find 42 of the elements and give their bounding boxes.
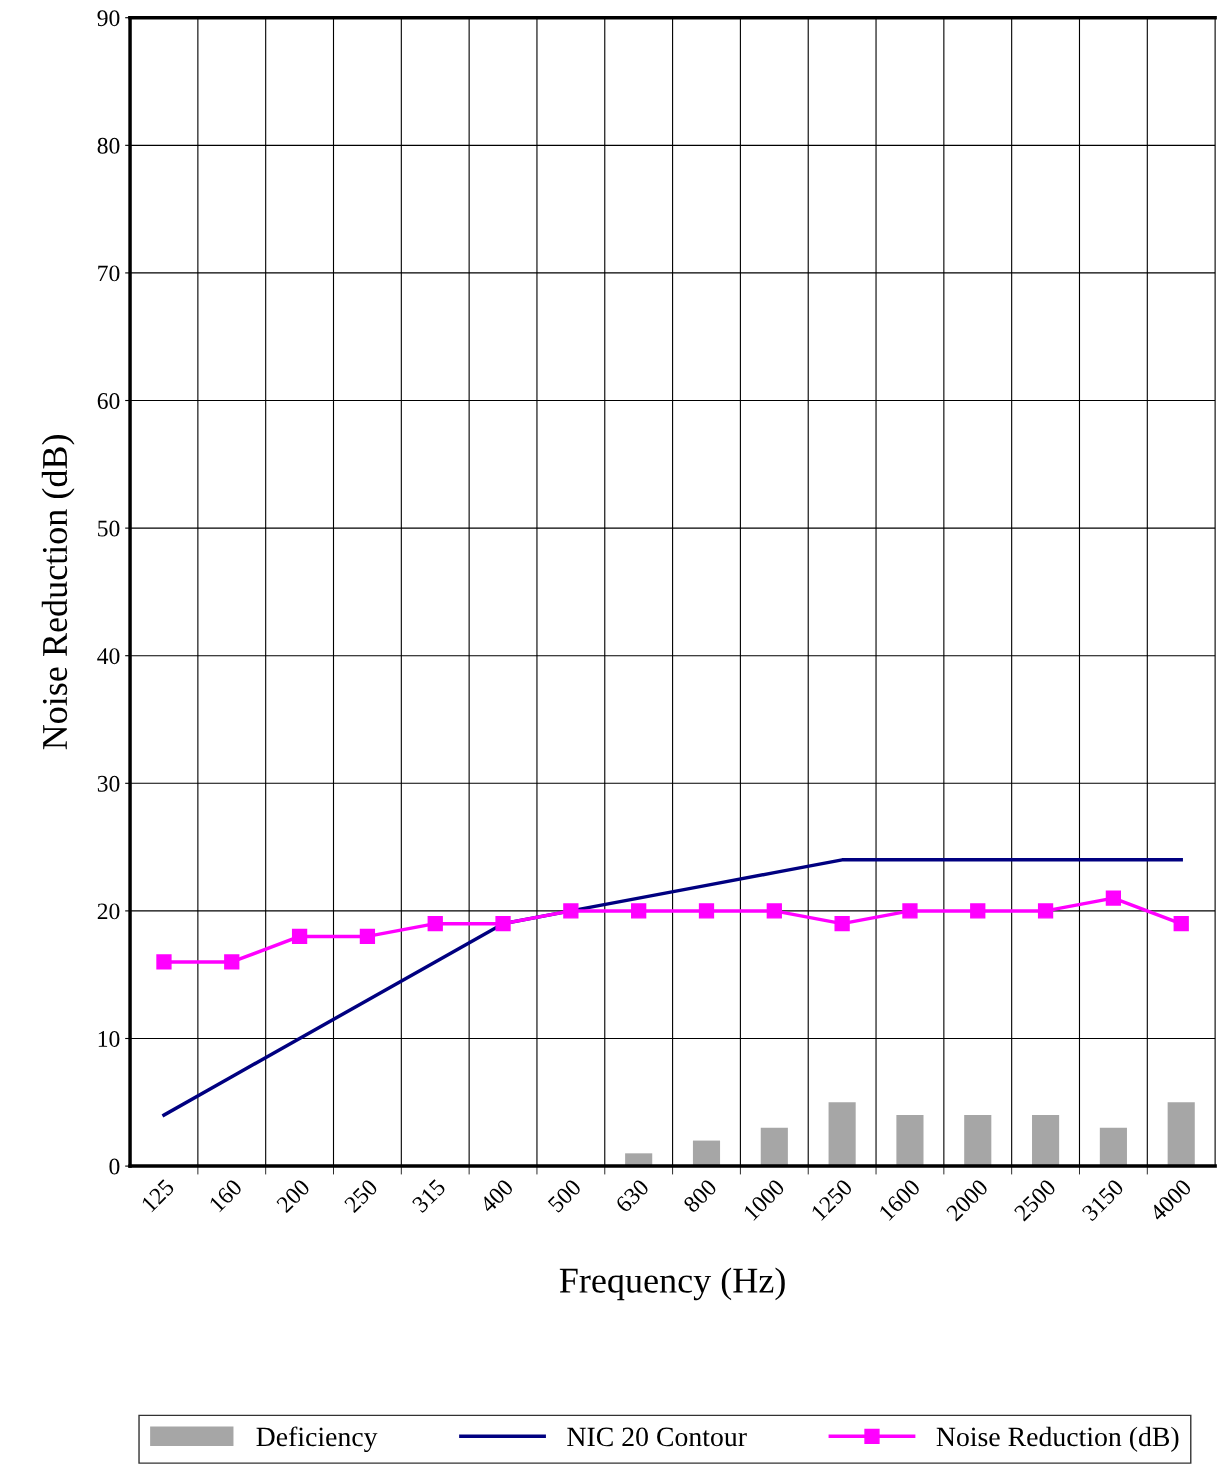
legend-label: NIC 20 Contour	[567, 1427, 747, 1447]
point	[224, 954, 240, 970]
point	[902, 903, 918, 919]
y-tick-label: 70	[98, 265, 120, 282]
point	[698, 903, 715, 919]
point	[1173, 916, 1189, 932]
x-tick-label: 400	[478, 1178, 515, 1214]
y-tick-label: 0	[109, 1158, 120, 1175]
x-tick-label: 125	[140, 1178, 176, 1213]
point	[766, 903, 782, 919]
point	[291, 928, 308, 945]
x-tick-label: 800	[682, 1178, 718, 1214]
y-tick-label: 80	[97, 137, 120, 154]
point	[1105, 890, 1122, 906]
y-tick-label: 50	[98, 520, 120, 537]
x-tick-label: 160	[208, 1178, 243, 1213]
y-tick-label: 10	[98, 1030, 120, 1047]
legend-label: Noise Reduction (dB)	[936, 1426, 1179, 1452]
x-tick-label: 200	[275, 1178, 311, 1214]
point	[156, 954, 172, 970]
x-axis-title: Frequency (Hz)	[559, 1267, 785, 1301]
y-tick-label: 30	[97, 775, 120, 792]
point	[631, 903, 647, 919]
point	[563, 903, 579, 919]
point	[495, 916, 511, 932]
x-tick-label: 250	[343, 1178, 379, 1214]
y-axis-title: Noise Reduction (dB)	[41, 435, 75, 750]
y-tick-label: 60	[97, 393, 120, 409]
x-tick-label: 630	[614, 1178, 650, 1214]
line-series	[162, 858, 1183, 1117]
y-tick-label: 40	[97, 648, 120, 665]
point	[970, 903, 986, 919]
x-tick-label: 315	[411, 1178, 447, 1214]
legend-label: Deficiency	[256, 1426, 378, 1452]
y-tick-label: 20	[97, 903, 120, 920]
y-tick-label: 90	[97, 10, 120, 27]
x-tick-label: 500	[547, 1178, 582, 1214]
x-tick-label: 4000	[1148, 1178, 1193, 1223]
point	[427, 916, 443, 932]
point	[834, 916, 850, 932]
point	[1037, 903, 1054, 919]
point	[359, 928, 376, 945]
